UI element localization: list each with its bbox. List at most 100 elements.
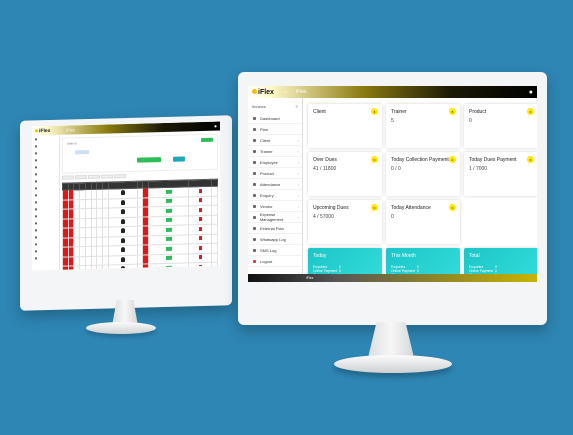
edit-button[interactable] (165, 256, 172, 261)
sidebar-item-label: Client (260, 137, 271, 143)
delete-button[interactable] (198, 188, 202, 193)
edit-button[interactable] (165, 237, 172, 242)
stat-card-title: Over Dues (313, 157, 337, 163)
summary-row-value: 0 (495, 269, 497, 273)
right-logo[interactable]: iFlex (252, 89, 274, 96)
stat-card-value: 0 / 0 (391, 166, 401, 172)
search-button[interactable] (137, 157, 161, 163)
summary-row: Enquiries 0 (391, 265, 455, 269)
sidebar-item-trainer[interactable]: Trainer › (248, 146, 302, 157)
stat-card-title: Today Collection Payment (391, 157, 449, 163)
logo-icon (35, 128, 38, 133)
sidebar-item-attendance[interactable]: Attendance › (248, 179, 302, 190)
sidebar-item-dashboard[interactable]: Dashboard (248, 113, 302, 124)
sidebar-item-vendor[interactable]: Vendor › (248, 201, 302, 212)
edit-button[interactable] (165, 208, 172, 213)
sidebar-item-expense-management[interactable]: Expense Management › (248, 212, 302, 223)
stat-card[interactable]: Today Attendance 0 0 (386, 200, 460, 244)
edit-button[interactable] (165, 227, 172, 232)
sidebar-item-icon (35, 249, 37, 252)
delete-button[interactable] (198, 207, 202, 212)
sidebar-item-label: Dashboard (260, 115, 280, 121)
edit-button[interactable] (165, 218, 172, 223)
stat-card[interactable]: Client 6 (308, 104, 382, 148)
user-icon[interactable]: ● (213, 123, 217, 130)
right-sidebar: Ifonews ≡ Dashboard Plan Client › Trainer › Em… (248, 98, 303, 282)
sidebar-item-product[interactable]: Product › (248, 168, 302, 179)
sidebar-item-label: Employee (260, 159, 278, 165)
sidebar-item-icon (35, 207, 37, 210)
summary-row-value: 0 (417, 269, 419, 273)
delete-button[interactable] (198, 226, 202, 231)
reset-button[interactable] (173, 156, 185, 162)
sidebar-item-plan[interactable]: Plan (248, 124, 302, 135)
sidebar-item-employee[interactable]: Employee › (248, 157, 302, 168)
delete-button[interactable] (198, 236, 202, 241)
sidebar-item-icon (253, 138, 256, 142)
edit-button[interactable] (165, 246, 172, 251)
delete-button[interactable] (198, 255, 202, 260)
sidebar-item-enquiry[interactable]: Enquiry › (248, 190, 302, 201)
sidebar-item-icon (35, 214, 37, 217)
table-cell (211, 195, 218, 206)
sidebar-header-label: Ifonews (252, 104, 266, 109)
delete-button[interactable] (198, 245, 202, 250)
menu-icon[interactable]: ≡ (295, 104, 298, 109)
chevron-down-icon: › (297, 214, 299, 220)
status-bar-text: iFlex (306, 276, 314, 280)
summary-row-label: Enquiries (391, 265, 406, 269)
chevron-down-icon: › (297, 170, 299, 176)
stat-card-title: Today Dues Payment (469, 157, 517, 163)
filter-chip[interactable] (75, 149, 89, 155)
delete-button[interactable] (198, 198, 202, 203)
stat-card-badge: 0 (449, 204, 456, 211)
stat-card[interactable]: Over Dues 41 / 11800 0 (308, 152, 382, 196)
sidebar-item-logout[interactable]: Logout (248, 256, 302, 267)
add-client-button[interactable] (201, 137, 213, 143)
avatar-icon (120, 190, 125, 196)
sidebar-item[interactable] (32, 254, 59, 262)
summary-card-title: Today (313, 253, 327, 259)
tab-print[interactable] (114, 174, 126, 179)
tab-csv[interactable] (75, 175, 87, 180)
summary-row-label: Online Payment (469, 269, 494, 273)
stat-card-badge: 0 (371, 204, 378, 211)
back-arrow-icon[interactable]: ← (283, 89, 290, 95)
edit-button[interactable] (165, 199, 172, 204)
sidebar-item-label: Logout (260, 258, 273, 264)
stat-card-value: 0 (469, 118, 472, 124)
left-monitor-stand (112, 300, 138, 326)
stat-card-value: 1 / 7000 (469, 166, 488, 172)
chevron-down-icon: › (297, 137, 299, 143)
stat-card-badge: 5 (449, 108, 456, 115)
edit-button[interactable] (165, 189, 172, 194)
summary-card-title: Total (469, 253, 480, 259)
stat-card[interactable]: Upcoming Dues 4 / 57000 0 (308, 200, 382, 244)
stat-card-title: Client (313, 109, 326, 115)
left-logo[interactable]: iFlex (35, 127, 50, 134)
sidebar-item-client[interactable]: Client › (248, 135, 302, 146)
sidebar-item-whatsapp-log[interactable]: Whatsapp Log (248, 234, 302, 245)
tab-excel[interactable] (88, 174, 100, 179)
stat-card[interactable]: Today Dues Payment 1 / 7000 0 (464, 152, 537, 196)
stat-card-title: Today Attendance (391, 205, 431, 211)
sidebar-item-sms-log[interactable]: SMS Log (248, 245, 302, 256)
stat-card[interactable]: Trainer 5 5 (386, 104, 460, 148)
sidebar-item-icon (253, 182, 256, 186)
avatar-icon (120, 209, 125, 215)
right-page-title: iFlex (295, 89, 307, 95)
summary-row-value: 0 (495, 265, 497, 269)
summary-row: Enquiries 0 (313, 265, 377, 269)
right-monitor-base (334, 355, 452, 373)
tab-pdf[interactable] (101, 174, 113, 179)
back-arrow-icon[interactable]: ← (58, 127, 63, 133)
sidebar-item-label: Enquiry (260, 192, 274, 198)
delete-button[interactable] (198, 217, 202, 222)
user-icon[interactable]: ● (528, 88, 533, 96)
chevron-down-icon: › (297, 181, 299, 187)
dashboard-main: Client 6 Trainer 5 5 Product 0 0 Over Dues 41 / 1… (305, 100, 537, 282)
sidebar-item-external-plan[interactable]: External Plan (248, 223, 302, 234)
stat-card[interactable]: Today Collection Payment 0 / 0 0 (386, 152, 460, 196)
stat-card[interactable]: Product 0 0 (464, 104, 537, 148)
tab-copy[interactable] (62, 175, 74, 180)
